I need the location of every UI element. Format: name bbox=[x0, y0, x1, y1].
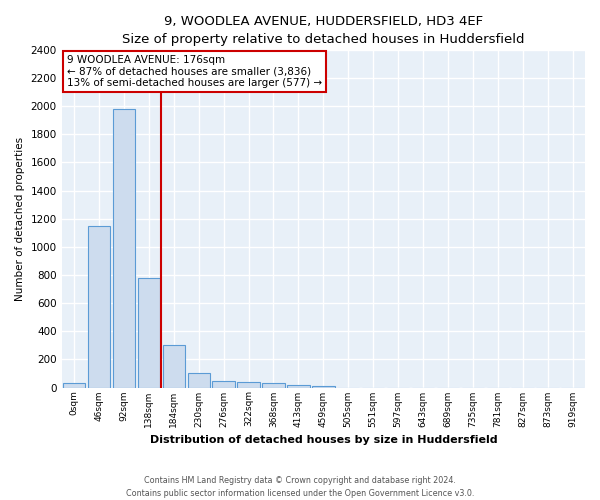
Bar bbox=[312, 386, 335, 388]
Bar bbox=[137, 278, 160, 388]
Y-axis label: Number of detached properties: Number of detached properties bbox=[15, 136, 25, 301]
Bar bbox=[212, 381, 235, 388]
Title: 9, WOODLEA AVENUE, HUDDERSFIELD, HD3 4EF
Size of property relative to detached h: 9, WOODLEA AVENUE, HUDDERSFIELD, HD3 4EF… bbox=[122, 15, 524, 46]
Bar bbox=[163, 344, 185, 388]
Bar bbox=[113, 109, 135, 388]
Bar bbox=[287, 386, 310, 388]
Text: 9 WOODLEA AVENUE: 176sqm
← 87% of detached houses are smaller (3,836)
13% of sem: 9 WOODLEA AVENUE: 176sqm ← 87% of detach… bbox=[67, 55, 322, 88]
Bar bbox=[238, 382, 260, 388]
Text: Contains HM Land Registry data © Crown copyright and database right 2024.
Contai: Contains HM Land Registry data © Crown c… bbox=[126, 476, 474, 498]
X-axis label: Distribution of detached houses by size in Huddersfield: Distribution of detached houses by size … bbox=[149, 435, 497, 445]
Bar bbox=[262, 384, 285, 388]
Bar bbox=[63, 382, 85, 388]
Bar bbox=[188, 374, 210, 388]
Bar bbox=[88, 226, 110, 388]
